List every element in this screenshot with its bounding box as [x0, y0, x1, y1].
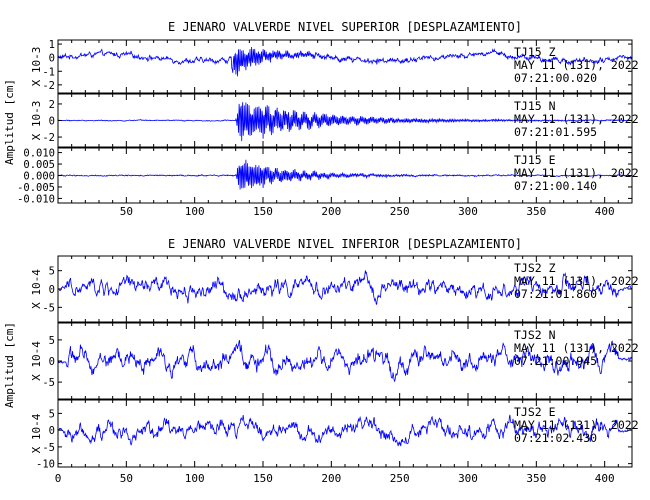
scale-label: X 10-3 — [30, 47, 43, 87]
trace-inferior-e — [57, 414, 632, 447]
scale-label: X 10-4 — [30, 341, 43, 381]
station-label: TJ15 Z — [514, 45, 556, 59]
x-tick-label: 50 — [120, 472, 133, 485]
y-tick-label: 5 — [49, 266, 55, 278]
x-tick-label: 100 — [185, 205, 205, 218]
x-tick-label: 300 — [458, 472, 478, 485]
trace-superior-n — [57, 102, 633, 142]
time-label: 07:21:01.860 — [514, 287, 597, 301]
time-label: 07:21:00.945 — [514, 354, 597, 368]
y-tick-label: -0.010 — [17, 193, 55, 205]
y-tick-label: -5 — [42, 377, 55, 389]
x-tick-label: 0 — [55, 472, 62, 485]
x-tick-label: 100 — [185, 472, 205, 485]
x-tick-label: 350 — [526, 205, 546, 218]
date-label: MAY 11 (131), 2022 — [514, 274, 639, 288]
x-tick-label: 50 — [120, 205, 133, 218]
y-tick-label: -1 — [42, 66, 55, 78]
y-tick-label: -10 — [36, 459, 55, 471]
date-label: MAY 11 (131), 2022 — [514, 112, 639, 126]
trace-inferior-n — [57, 339, 633, 383]
y-tick-label: 0 — [49, 356, 55, 368]
x-tick-label: 200 — [321, 205, 341, 218]
x-tick-label: 400 — [595, 472, 615, 485]
x-tick-label: 250 — [390, 472, 410, 485]
x-tick-label: 250 — [390, 205, 410, 218]
date-label: MAY 11 (131), 2022 — [514, 166, 639, 180]
y-tick-label: 5 — [49, 408, 55, 420]
station-label: TJS2 Z — [514, 261, 556, 275]
scale-label: X 10-3 — [30, 101, 43, 141]
date-label: MAY 11 (131), 2022 — [514, 418, 639, 432]
y-tick-label: 2 — [49, 99, 55, 111]
chart-title: E JENARO VALVERDE NIVEL INFERIOR [DESPLA… — [168, 237, 522, 251]
y-tick-label: 0.005 — [23, 159, 55, 171]
chart-superior: E JENARO VALVERDE NIVEL SUPERIOR [DESPLA… — [3, 20, 639, 218]
time-label: 07:21:00.020 — [514, 71, 597, 85]
y-tick-label: -2 — [42, 132, 55, 144]
y-tick-label: 0.000 — [23, 171, 55, 183]
chart-inferior: E JENARO VALVERDE NIVEL INFERIOR [DESPLA… — [3, 237, 639, 485]
y-tick-label: 1 — [49, 39, 55, 51]
x-tick-label: 300 — [458, 205, 478, 218]
y-tick-label: -0.005 — [17, 182, 55, 194]
station-label: TJS2 E — [514, 405, 556, 419]
y-tick-label: 0 — [49, 116, 55, 128]
time-label: 07:21:01.595 — [514, 125, 597, 139]
y-tick-label: -5 — [42, 302, 55, 314]
y-tick-label: 0 — [49, 425, 55, 437]
station-label: TJ15 N — [514, 99, 556, 113]
trace-superior-e — [57, 159, 633, 190]
y-tick-label: 0 — [49, 284, 55, 296]
station-label: TJS2 N — [514, 328, 556, 342]
time-label: 07:21:00.140 — [514, 179, 597, 193]
date-label: MAY 11 (131), 2022 — [514, 341, 639, 355]
y-tick-label: 0 — [49, 53, 55, 65]
y-tick-label: -5 — [42, 442, 55, 454]
x-tick-label: 350 — [526, 472, 546, 485]
date-label: MAY 11 (131), 2022 — [514, 58, 639, 72]
x-tick-label: 150 — [253, 205, 273, 218]
y-tick-label: 5 — [49, 335, 55, 347]
trace-inferior-z — [57, 270, 633, 306]
trace-superior-z — [57, 46, 633, 77]
x-tick-label: 400 — [595, 205, 615, 218]
time-label: 07:21:02.430 — [514, 431, 597, 445]
y-tick-label: -2 — [42, 80, 55, 92]
station-label: TJ15 E — [514, 153, 556, 167]
x-tick-label: 200 — [321, 472, 341, 485]
y-axis-label: Amplitud [cm] — [3, 322, 16, 408]
y-tick-label: 0.010 — [23, 148, 55, 160]
chart-title: E JENARO VALVERDE NIVEL SUPERIOR [DESPLA… — [168, 20, 522, 34]
y-axis-label: Amplitud [cm] — [3, 79, 16, 165]
scale-label: X 10-4 — [30, 413, 43, 453]
x-tick-label: 150 — [253, 472, 273, 485]
scale-label: X 10-4 — [30, 269, 43, 309]
